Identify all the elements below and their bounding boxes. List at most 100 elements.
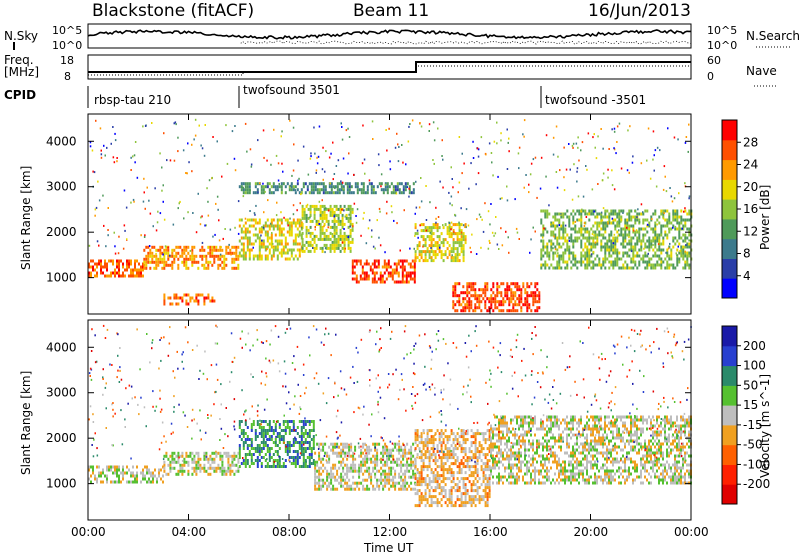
freq-trace: [88, 61, 691, 73]
axis-ticks: 00:00 04:00 08:00 12:00 16:00 20:00 00:00 1000 2…: [46, 114, 709, 539]
power-echo-band-2: [238, 218, 303, 261]
freq-panel: [87, 54, 692, 80]
velocity-colorbar-swatch-5: [722, 385, 737, 406]
station-title: Blackstone (fitACF): [92, 1, 254, 21]
nsearch-label: N.Search: [746, 29, 800, 43]
velocity-echo-band-1: [163, 451, 240, 476]
power-echo-band-4: [351, 259, 416, 284]
velocity-echo-cells: [88, 324, 692, 508]
velocity-colorbar-swatch-8: [722, 326, 737, 347]
velocity-echo-band-3: [314, 442, 417, 491]
velocity-y-tick-0: 1000: [46, 477, 77, 491]
y-axis-label-velocity: Slant Range [km]: [19, 371, 33, 475]
power-colorbar-swatch-3: [722, 218, 737, 240]
power-echo-band-6: [452, 282, 541, 313]
power-echo-band-8: [238, 182, 415, 195]
velocity-colorbar-swatch-3: [722, 424, 737, 446]
velocity-colorbar-swatch-1: [722, 464, 737, 485]
velocity-echo-band-4: [414, 429, 491, 508]
x-tick-4: 16:00: [473, 525, 508, 539]
power-y-tick-3: 4000: [46, 134, 77, 148]
noise-tick-right-low: 10^0: [707, 39, 737, 52]
velocity-colorbar-tick-3: 15: [743, 398, 758, 412]
velocity-colorbar-swatch-7: [722, 345, 737, 367]
power-panel: [87, 113, 693, 315]
beam-label: Beam 11: [353, 1, 429, 21]
x-tick-2: 08:00: [272, 525, 307, 539]
nsky-label: N.Sky: [4, 29, 38, 43]
power-colorbar-swatch-7: [722, 139, 737, 161]
velocity-colorbar-tick-2: 50: [743, 378, 758, 392]
nave-tick-high: 60: [707, 54, 721, 67]
x-tick-6: 00:00: [674, 525, 709, 539]
power-colorbar-tick-4: 20: [743, 180, 758, 194]
power-colorbar-swatch-6: [722, 159, 737, 180]
power-colorbar: 4 8 12 16 20 24 28: [721, 119, 758, 299]
velocity-colorbar-tick-1: 100: [743, 359, 766, 373]
freq-unit-label: [MHz]: [4, 65, 39, 79]
velocity-panel: [87, 319, 692, 521]
velocity-colorbar: 200 100 50 15 -15 -50 -100 -200: [721, 325, 770, 505]
power-y-tick-2: 3000: [46, 180, 77, 194]
velocity-echo-band-0: [88, 465, 164, 484]
nave-tick-low: 0: [707, 70, 714, 83]
freq-tick-high: 18: [60, 54, 74, 67]
power-colorbar-swatch-2: [722, 238, 737, 259]
velocity-colorbar-tick-5: -50: [743, 438, 763, 452]
power-colorbar-tick-0: 4: [743, 269, 751, 283]
power-echo-band-9: [163, 293, 216, 306]
power-colorbar-tick-2: 12: [743, 224, 758, 238]
cpid-segment-0: rbsp-tau 210: [94, 93, 171, 107]
power-colorbar-swatch-8: [722, 120, 737, 141]
power-colorbar-swatch-4: [722, 199, 737, 220]
x-axis-label: Time UT: [363, 541, 414, 554]
cpid-label: CPID: [4, 88, 36, 102]
velocity-echo-band-2: [238, 420, 315, 468]
power-echo-band-3: [301, 204, 354, 253]
velocity-colorbar-swatch-4: [722, 405, 737, 426]
velocity-y-tick-1: 2000: [46, 431, 77, 445]
power-colorbar-swatch-5: [722, 179, 737, 200]
velocity-colorbar-tick-4: -15: [743, 418, 763, 432]
noise-tick-left-high: 10^5: [52, 24, 82, 37]
velocity-colorbar-tick-0: 200: [743, 339, 766, 353]
velocity-colorbar-tick-6: -100: [743, 457, 770, 471]
cpid-segment-1: twofsound 3501: [243, 83, 340, 97]
nsky-trace: [87, 29, 691, 40]
power-echo-band-0: [88, 259, 144, 278]
velocity-echo-band-5: [490, 415, 692, 485]
velocity-colorbar-swatch-0: [722, 484, 737, 505]
nave-label: Nave: [746, 64, 777, 78]
velocity-colorbar-swatch-6: [722, 365, 737, 386]
power-scatter: [88, 118, 692, 257]
velocity-colorbar-label: Velocity [m s^-1]: [758, 374, 772, 478]
power-colorbar-tick-5: 24: [743, 158, 758, 172]
power-colorbar-label: Power [dB]: [758, 185, 772, 250]
velocity-colorbar-tick-7: -200: [743, 477, 770, 491]
power-echo-band-1: [143, 245, 240, 270]
x-tick-5: 20:00: [574, 525, 609, 539]
power-y-tick-1: 2000: [46, 225, 77, 239]
nsearch-trace: [240, 40, 692, 45]
power-echo-cells: [88, 118, 693, 313]
noise-tick-right-high: 10^5: [707, 24, 737, 37]
power-colorbar-swatch-1: [722, 258, 737, 279]
nave-trace: [88, 65, 691, 76]
freq-label: Freq.: [4, 53, 34, 67]
power-colorbar-tick-6: 28: [743, 135, 758, 149]
cpid-segment-2: twofsound -3501: [545, 93, 646, 107]
power-y-tick-0: 1000: [46, 271, 77, 285]
power-colorbar-swatch-0: [722, 278, 737, 299]
noise-panel: [87, 23, 692, 49]
velocity-y-tick-3: 4000: [46, 340, 77, 354]
velocity-y-tick-2: 3000: [46, 386, 77, 400]
power-colorbar-tick-3: 16: [743, 202, 758, 216]
date-label: 16/Jun/2013: [588, 1, 691, 21]
x-tick-0: 00:00: [71, 525, 106, 539]
freq-tick-low: 8: [64, 70, 71, 83]
x-tick-1: 04:00: [172, 525, 207, 539]
noise-tick-left-low: 10^0: [52, 39, 82, 52]
power-colorbar-tick-1: 8: [743, 247, 751, 261]
y-axis-label-power: Slant Range [km]: [19, 166, 33, 270]
